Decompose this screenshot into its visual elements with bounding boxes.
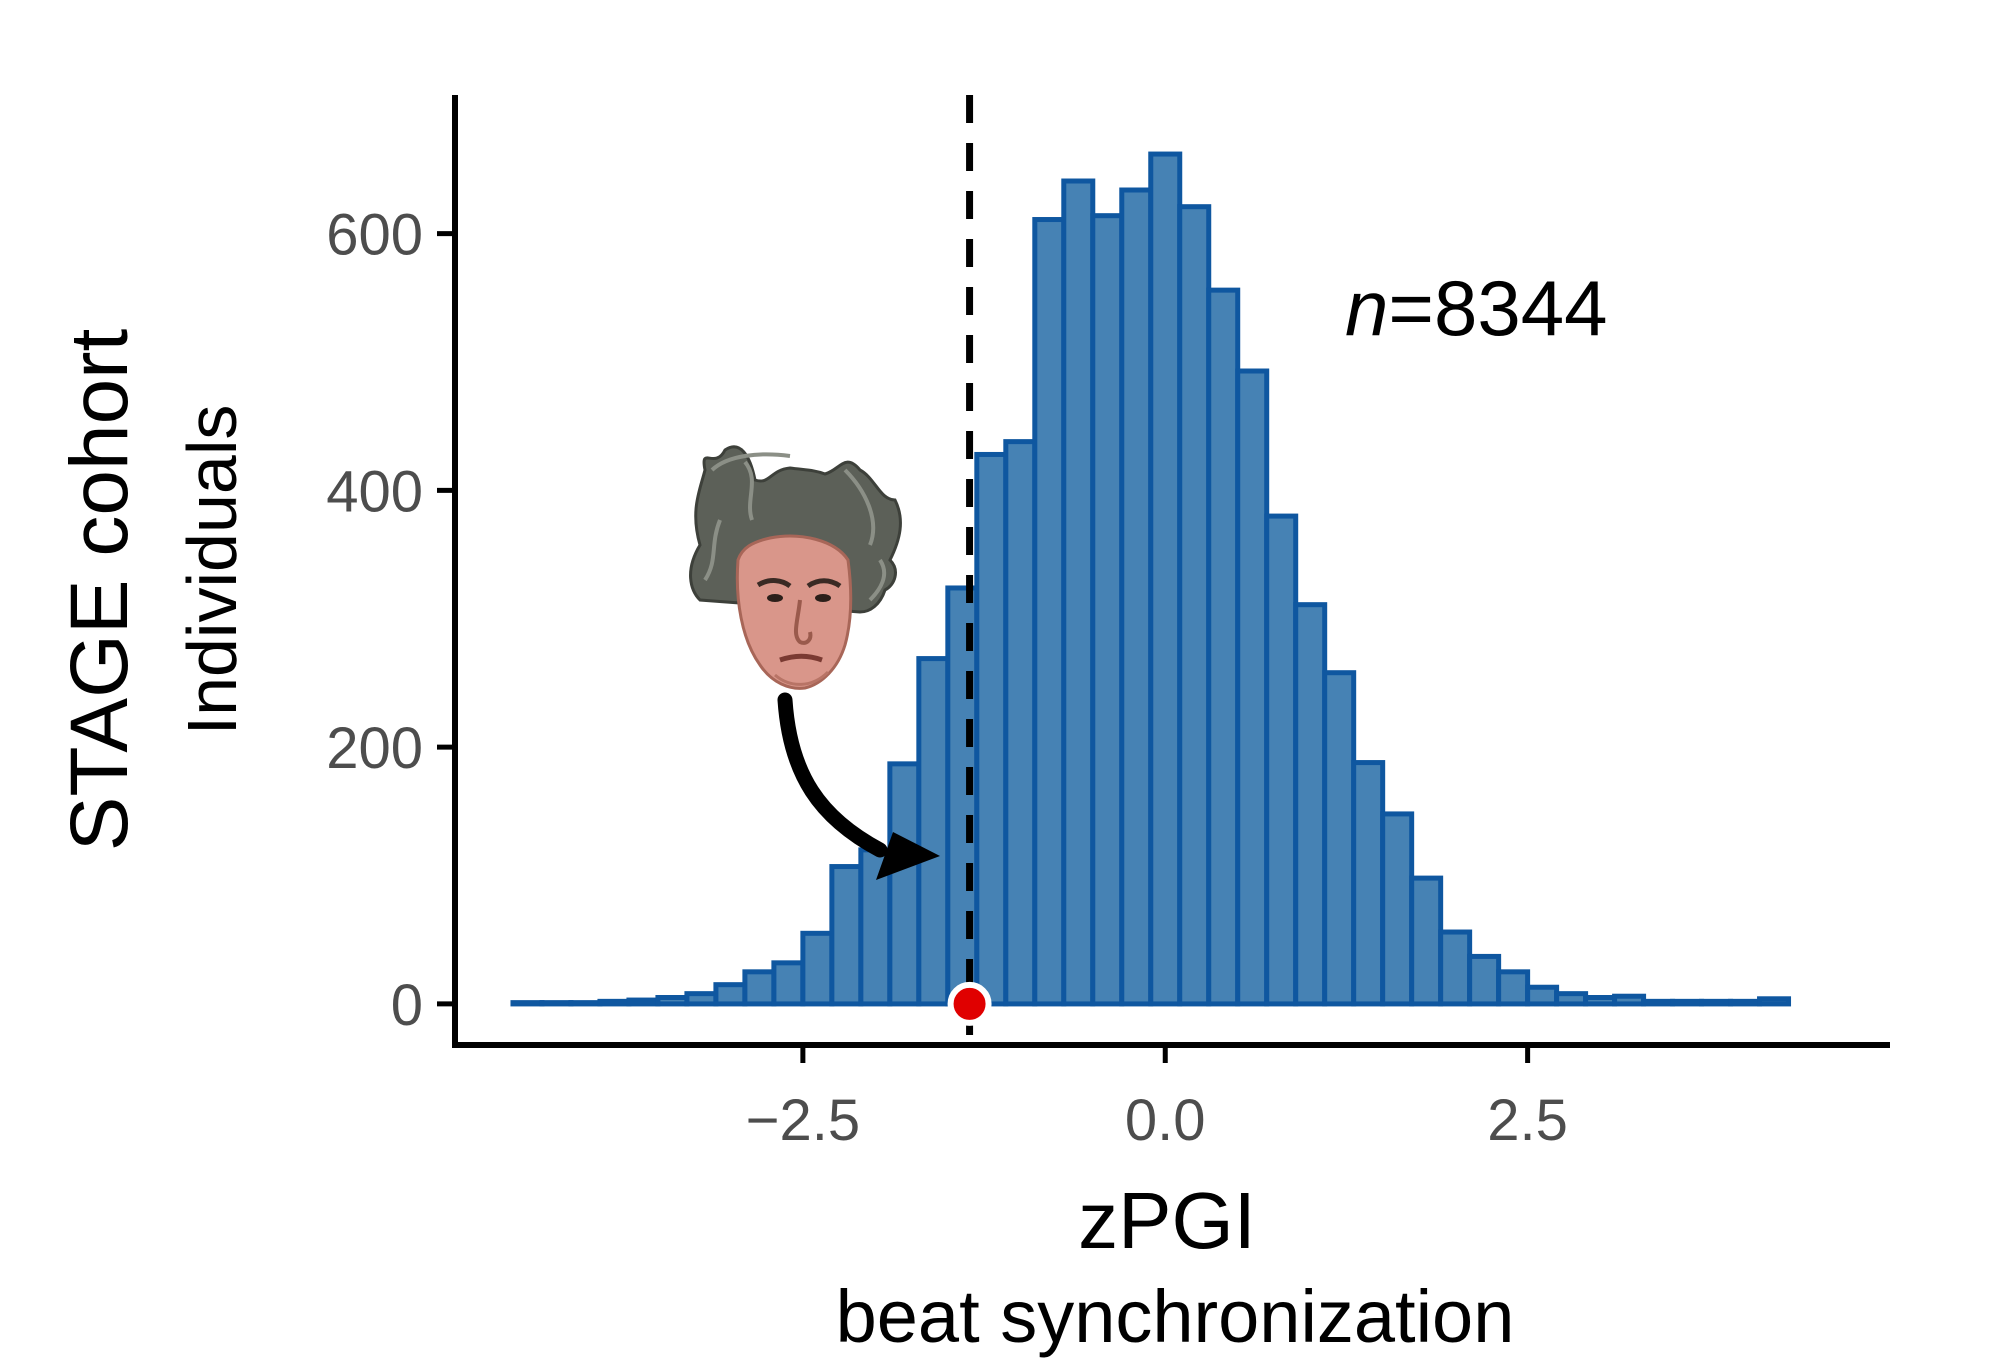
histogram-bar: [974, 451, 1009, 1007]
histogram-bar: [1235, 368, 1270, 1007]
histogram-bar: [597, 998, 632, 1007]
histogram-bar: [916, 656, 951, 1007]
histogram-bar: [742, 969, 777, 1007]
histogram-bar: [1699, 998, 1734, 1007]
x-axis-title-line2: beat synchronization: [836, 1275, 1515, 1358]
y-tick-label: 0: [391, 973, 423, 1038]
histogram-bar: [1583, 995, 1618, 1007]
histogram-bar: [1061, 178, 1096, 1007]
histogram-bar: [1119, 187, 1154, 1007]
histogram-bar: [1757, 996, 1792, 1007]
histogram-bar: [1322, 670, 1357, 1007]
y-tick-label: 600: [326, 203, 423, 268]
histogram-bar: [1090, 213, 1125, 1007]
sample-size-annotation: n=8344: [1345, 264, 1607, 352]
histogram-bar: [713, 982, 748, 1007]
histogram-bar: [1670, 998, 1705, 1007]
histogram-bar: [1496, 969, 1531, 1007]
histogram-bar: [1177, 204, 1212, 1007]
histogram-bar: [568, 1000, 603, 1007]
histogram-bar: [887, 761, 922, 1007]
histogram-bar: [1148, 151, 1183, 1007]
axes-layer: 0 200 400 600 −2.5 0.0 2.5: [326, 95, 1890, 1153]
y-axis-title-line1: STAGE cohort: [54, 329, 145, 852]
histogram-bar: [1409, 875, 1444, 1007]
beethoven-portrait-icon: [689, 445, 902, 690]
arrowhead-icon: [876, 832, 940, 880]
histogram-bar: [1351, 760, 1386, 1007]
x-tick-label: 0.0: [1125, 1088, 1206, 1153]
x-axis-title-line1: zPGI: [1078, 1176, 1256, 1265]
histogram-bar: [1525, 984, 1560, 1007]
highlight-point: [947, 981, 992, 1026]
bars-layer: [510, 151, 1792, 1007]
histogram-bar: [684, 991, 719, 1007]
histogram-bar: [829, 864, 864, 1007]
histogram-bar: [1206, 287, 1241, 1007]
curved-arrow-icon: [777, 692, 888, 858]
histogram-bar: [1467, 953, 1502, 1007]
histogram-bar: [626, 997, 661, 1007]
x-tick-label: −2.5: [746, 1088, 861, 1153]
histogram-bar: [1264, 513, 1299, 1007]
y-tick-label: 400: [326, 459, 423, 524]
y-axis-title-line2: Individuals: [173, 405, 251, 736]
histogram-bar: [655, 995, 690, 1007]
histogram-bar: [510, 1000, 545, 1007]
histogram-bar: [1003, 439, 1038, 1007]
histogram-bar: [1380, 811, 1415, 1007]
x-tick-label: 2.5: [1487, 1088, 1568, 1153]
sample-size-value: =8344: [1388, 264, 1607, 352]
histogram-bar: [1438, 929, 1473, 1007]
sample-size-italic: n: [1345, 264, 1388, 352]
histogram-bar: [1612, 993, 1647, 1007]
histogram-bar: [1032, 217, 1067, 1007]
histogram-bar: [800, 930, 835, 1007]
histogram-bar: [1554, 991, 1589, 1007]
histogram-bar: [1641, 998, 1676, 1007]
histogram-bar: [771, 960, 806, 1007]
histogram-bar: [1728, 998, 1763, 1007]
histogram-bar: [539, 1000, 574, 1007]
y-tick-label: 200: [326, 716, 423, 781]
histogram-bar: [1293, 602, 1328, 1007]
